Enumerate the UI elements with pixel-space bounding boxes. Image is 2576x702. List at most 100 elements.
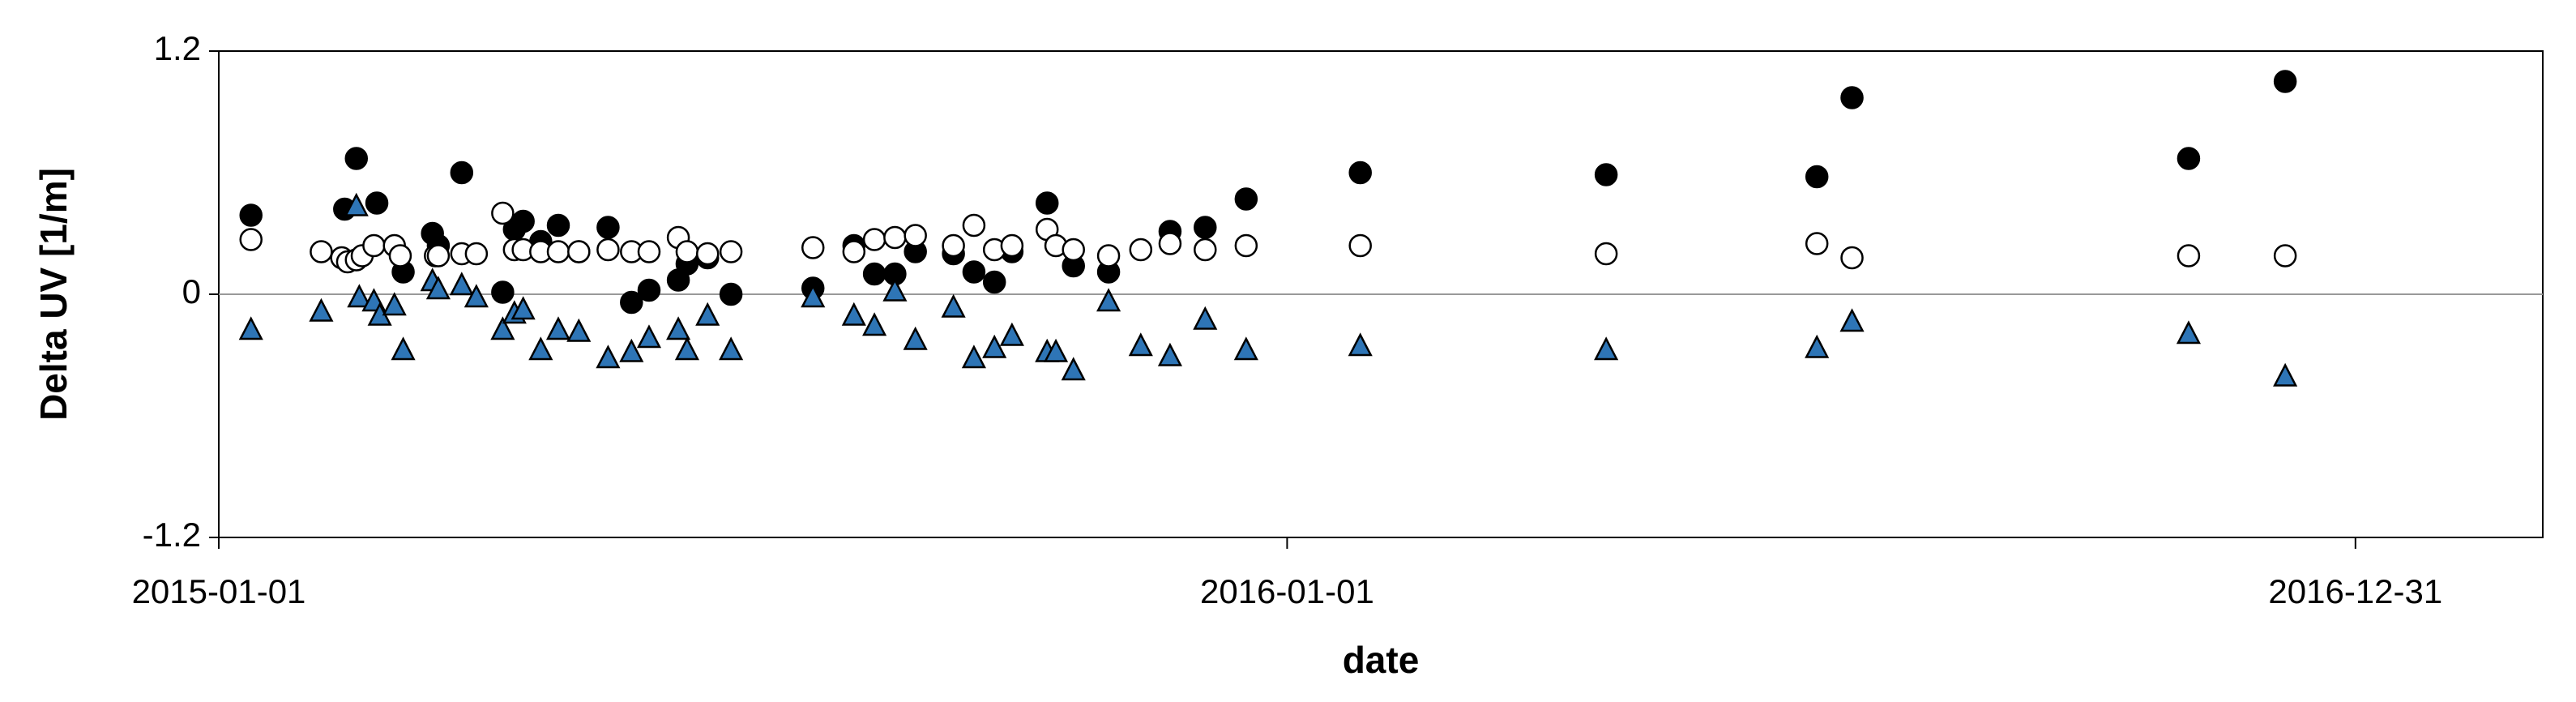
x-tick-label: 2016-01-01	[1200, 572, 1374, 610]
triangle-point	[425, 276, 451, 300]
circle-point	[1348, 161, 1372, 185]
circle-point	[491, 201, 515, 225]
circle-point	[842, 240, 866, 263]
circle-point	[450, 161, 474, 185]
circle-point	[942, 233, 965, 258]
circle-point	[310, 240, 333, 263]
y-tick-label: 1.2	[154, 29, 201, 67]
circle-point	[511, 209, 535, 233]
circle-point	[2273, 70, 2297, 93]
triangle-point	[545, 316, 571, 340]
circle-point	[239, 228, 263, 251]
circle-point	[426, 244, 451, 268]
circle-point	[1348, 233, 1372, 258]
triangle-point	[490, 316, 515, 340]
circle-point	[567, 240, 591, 263]
triangle-point	[2176, 320, 2201, 345]
circle-point	[1158, 232, 1182, 255]
triangle-point	[1233, 336, 1258, 361]
triangle-point	[596, 345, 621, 369]
circle-point	[1594, 163, 1618, 186]
triangle-point	[464, 284, 489, 308]
triangle-point	[1096, 288, 1121, 312]
triangle-point	[449, 272, 474, 296]
circle-point	[2177, 244, 2201, 268]
circle-point	[596, 216, 620, 239]
x-tick-label: 2015-01-01	[132, 572, 306, 610]
triangle-point	[382, 292, 407, 316]
circle-point	[1805, 232, 1829, 255]
circle-point	[239, 203, 263, 227]
triangle-point	[801, 284, 826, 308]
triangle-point	[719, 336, 744, 361]
circle-point	[695, 242, 720, 266]
circle-point	[675, 240, 699, 263]
triangle-point	[1061, 357, 1086, 381]
circle-point	[1000, 233, 1024, 258]
triangle-point	[619, 338, 644, 362]
triangle-point	[1594, 336, 1619, 361]
triangle-point	[1805, 334, 1830, 358]
circle-point	[546, 240, 570, 263]
circle-point	[491, 280, 515, 304]
triangle-point	[982, 334, 1007, 358]
y-tick-label: -1.2	[143, 516, 201, 554]
circle-point	[883, 225, 907, 250]
triangle-point	[841, 302, 866, 326]
triangle-point	[1128, 332, 1153, 357]
triangle-point	[238, 316, 263, 340]
circle-point	[365, 191, 389, 215]
circle-point	[2273, 244, 2297, 268]
triangle-point	[636, 324, 662, 349]
triangle-point	[511, 296, 536, 320]
triangle-point	[903, 326, 928, 350]
circle-point	[1840, 246, 1864, 270]
circle-point	[546, 213, 570, 238]
y-tick-label: 0	[182, 272, 201, 310]
circle-point	[1035, 191, 1059, 215]
circle-point	[904, 224, 927, 247]
circle-point	[719, 282, 743, 306]
x-axis-label: date	[1343, 639, 1420, 681]
circle-point	[862, 262, 886, 286]
triangle-point	[1348, 332, 1373, 357]
triangle-point	[1839, 308, 1865, 332]
circle-point	[1840, 86, 1864, 109]
y-axis-label: Delta UV [1/m]	[32, 168, 75, 421]
triangle-point	[1157, 342, 1182, 366]
triangle-point	[1043, 338, 1069, 362]
circle-point	[388, 244, 412, 268]
circle-point	[1062, 238, 1085, 262]
circle-point	[362, 233, 386, 258]
triangle-point	[566, 318, 592, 342]
triangle-point	[695, 302, 720, 326]
circle-point	[801, 236, 825, 259]
circle-point	[1194, 238, 1217, 262]
triangle-point	[309, 297, 334, 322]
circle-point	[1805, 165, 1829, 189]
triangle-point	[391, 336, 416, 361]
circle-point	[719, 240, 743, 263]
circle-point	[1234, 187, 1258, 211]
triangle-point	[347, 284, 372, 308]
triangle-point	[1193, 306, 1218, 330]
circle-point	[344, 147, 369, 170]
circle-point	[1234, 233, 1258, 258]
circle-point	[962, 213, 986, 238]
circle-point	[2177, 147, 2201, 170]
triangle-point	[862, 312, 887, 336]
triangle-point	[882, 277, 908, 302]
circle-point	[982, 270, 1006, 294]
circle-point	[1594, 242, 1618, 266]
triangle-point	[2273, 362, 2298, 387]
circle-point	[1129, 238, 1153, 262]
triangle-point	[941, 293, 966, 318]
triangle-point	[666, 316, 691, 340]
triangle-point	[999, 322, 1024, 346]
x-tick-label: 2016-12-31	[2268, 572, 2442, 610]
circle-point	[596, 238, 620, 262]
triangle-point	[961, 345, 986, 369]
circle-point	[862, 228, 886, 251]
circle-point	[962, 260, 986, 284]
